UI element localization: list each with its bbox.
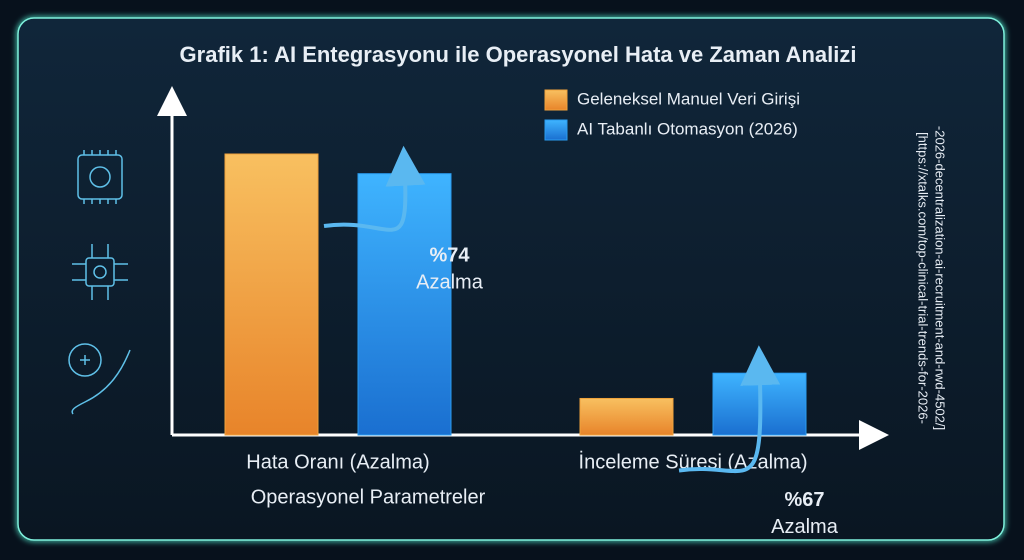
- annotation: %74: [429, 244, 470, 266]
- bar: [224, 153, 319, 436]
- panel: [17, 17, 1005, 541]
- source-line: -2026-decentralization-ai-recruitment-an…: [933, 126, 948, 430]
- annotation: %67: [784, 489, 824, 511]
- source-line: [https://xtalks.com/top-clinical-trial-t…: [916, 132, 931, 424]
- x-axis-label: Operasyonel Parametreler: [251, 486, 486, 508]
- chart-title: Grafik 1: AI Entegrasyonu ile Operasyone…: [180, 42, 857, 67]
- bar: [579, 397, 674, 436]
- legend-swatch: [544, 89, 568, 111]
- source: [https://xtalks.com/top-clinical-trial-t…: [916, 126, 948, 430]
- reduction-arrow: [678, 345, 781, 474]
- legend-swatch: [544, 119, 568, 141]
- legend-label: Geleneksel Manuel Veri Girişi: [577, 89, 800, 108]
- annotation: Azalma: [771, 516, 839, 538]
- reduction-arrow: [323, 145, 426, 232]
- legend-label: AI Tabanlı Otomasyon (2026): [577, 119, 798, 138]
- icons: [68, 150, 131, 415]
- x-tick-label: Hata Oranı (Azalma): [246, 451, 429, 473]
- annotation: Azalma: [416, 271, 484, 293]
